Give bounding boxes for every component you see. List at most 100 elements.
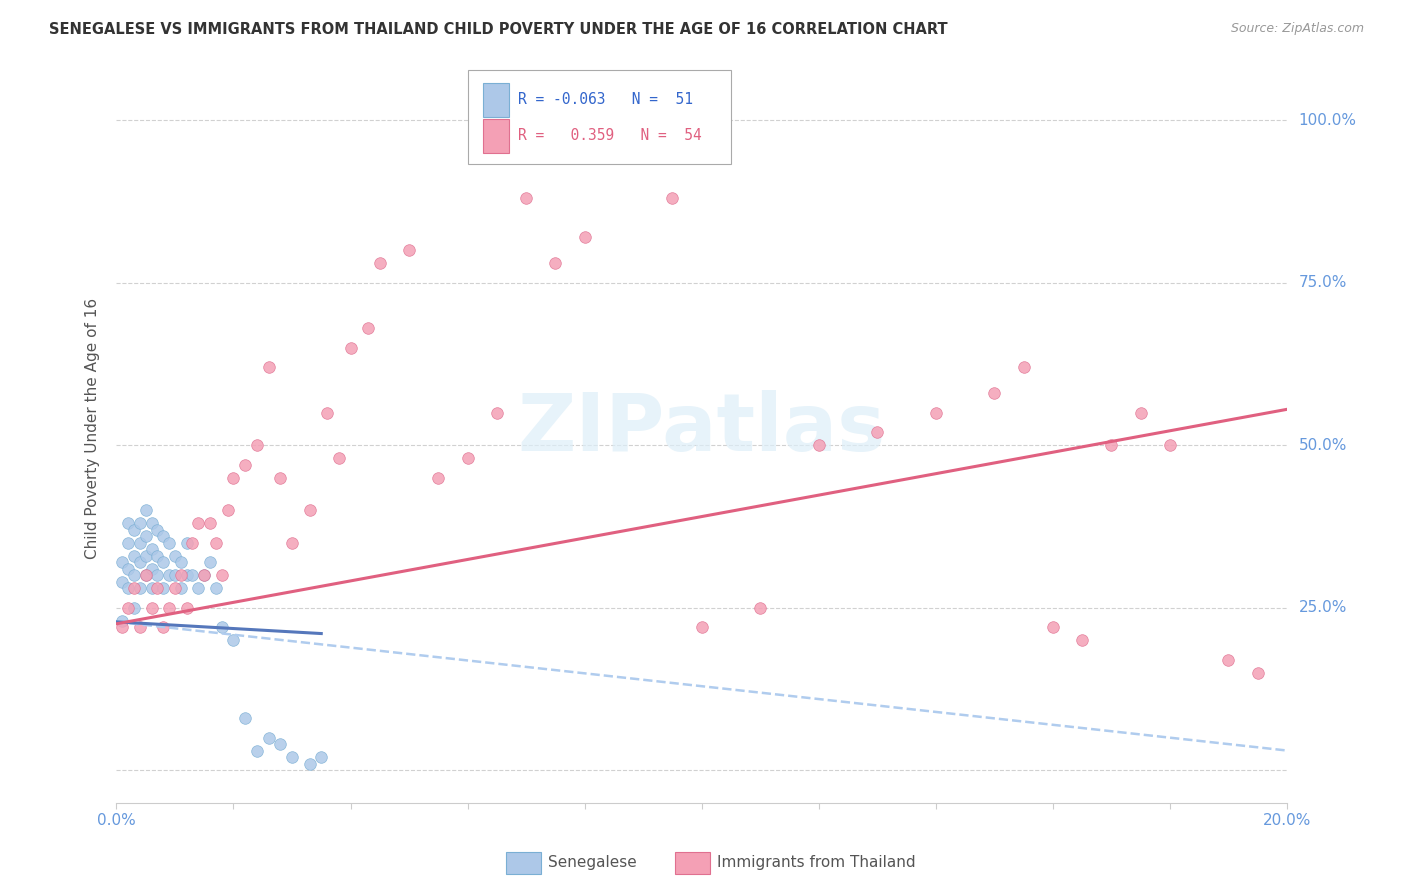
Point: [257, 360, 280, 375]
Point: [152, 529, 174, 543]
Bar: [482, 119, 509, 153]
Point: [233, 458, 256, 472]
Point: [157, 535, 180, 549]
Point: [170, 568, 193, 582]
Point: [111, 574, 134, 589]
Point: [281, 535, 304, 549]
Point: [152, 581, 174, 595]
Point: [128, 535, 150, 549]
Point: [281, 750, 304, 764]
Point: [631, 113, 654, 128]
Text: ZIPatlas: ZIPatlas: [517, 390, 886, 467]
Point: [198, 555, 221, 569]
Point: [749, 600, 772, 615]
Point: [141, 542, 163, 557]
Point: [544, 256, 567, 270]
Point: [309, 750, 332, 764]
Point: [193, 568, 215, 582]
Point: [135, 549, 157, 563]
Point: [122, 600, 145, 615]
Point: [146, 549, 169, 563]
Point: [316, 406, 339, 420]
Point: [1099, 438, 1122, 452]
Point: [1071, 633, 1094, 648]
Point: [1159, 438, 1181, 452]
Point: [128, 555, 150, 569]
Text: 75.0%: 75.0%: [1299, 275, 1347, 290]
Point: [515, 191, 537, 205]
Point: [217, 503, 239, 517]
Point: [298, 756, 321, 771]
Point: [198, 516, 221, 530]
Point: [233, 711, 256, 725]
Text: Senegalese: Senegalese: [548, 855, 637, 870]
Point: [152, 555, 174, 569]
Point: [163, 568, 186, 582]
Point: [163, 549, 186, 563]
Point: [146, 523, 169, 537]
Point: [141, 516, 163, 530]
Point: [269, 737, 291, 751]
Point: [222, 470, 245, 484]
Point: [122, 523, 145, 537]
Point: [257, 731, 280, 745]
Point: [222, 633, 245, 648]
Point: [457, 451, 479, 466]
Point: [187, 581, 209, 595]
Point: [1247, 665, 1270, 680]
Point: [1012, 360, 1035, 375]
Point: [141, 581, 163, 595]
Point: [866, 425, 889, 439]
Point: [135, 529, 157, 543]
Point: [983, 386, 1005, 401]
Point: [328, 451, 350, 466]
Point: [1218, 652, 1240, 666]
FancyBboxPatch shape: [468, 70, 731, 163]
Point: [398, 243, 420, 257]
Text: R =   0.359   N =  54: R = 0.359 N = 54: [517, 128, 702, 144]
Point: [135, 503, 157, 517]
Text: Immigrants from Thailand: Immigrants from Thailand: [717, 855, 915, 870]
Point: [176, 568, 198, 582]
Point: [181, 535, 204, 549]
Point: [193, 568, 215, 582]
Y-axis label: Child Poverty Under the Age of 16: Child Poverty Under the Age of 16: [86, 298, 100, 559]
Point: [157, 600, 180, 615]
Point: [211, 620, 233, 634]
Point: [246, 438, 269, 452]
Point: [157, 568, 180, 582]
Point: [368, 256, 391, 270]
Point: [1129, 406, 1152, 420]
Point: [205, 535, 228, 549]
Point: [117, 535, 139, 549]
Text: Source: ZipAtlas.com: Source: ZipAtlas.com: [1230, 22, 1364, 36]
Point: [661, 191, 683, 205]
Point: [176, 600, 198, 615]
Point: [176, 535, 198, 549]
Point: [141, 600, 163, 615]
Point: [690, 620, 713, 634]
Point: [1042, 620, 1064, 634]
Point: [141, 561, 163, 575]
Point: [187, 516, 209, 530]
Point: [170, 581, 193, 595]
Point: [117, 600, 139, 615]
Point: [146, 581, 169, 595]
Point: [152, 620, 174, 634]
Point: [485, 406, 508, 420]
Point: [135, 568, 157, 582]
Point: [163, 581, 186, 595]
Point: [181, 568, 204, 582]
Point: [170, 555, 193, 569]
Point: [122, 549, 145, 563]
Point: [427, 470, 450, 484]
Text: 100.0%: 100.0%: [1299, 112, 1357, 128]
Point: [111, 620, 134, 634]
Text: SENEGALESE VS IMMIGRANTS FROM THAILAND CHILD POVERTY UNDER THE AGE OF 16 CORRELA: SENEGALESE VS IMMIGRANTS FROM THAILAND C…: [49, 22, 948, 37]
Bar: [482, 83, 509, 117]
Point: [122, 568, 145, 582]
Text: 25.0%: 25.0%: [1299, 600, 1347, 615]
Point: [122, 581, 145, 595]
Point: [298, 503, 321, 517]
Point: [925, 406, 948, 420]
